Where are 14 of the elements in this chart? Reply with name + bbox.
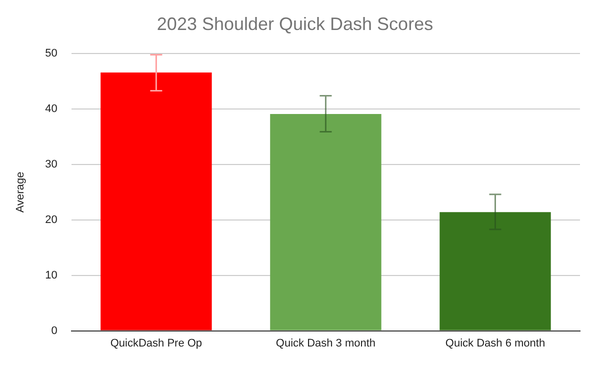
bar — [100, 72, 212, 330]
bar — [440, 212, 551, 330]
y-tick-label: 10 — [45, 269, 58, 282]
bar — [270, 114, 382, 330]
x-tick-label: Quick Dash 6 month — [445, 337, 546, 350]
y-axis-title: Average — [14, 172, 27, 213]
y-tick-label: 50 — [45, 48, 58, 60]
chart-title: 2023 Shoulder Quick Dash Scores — [156, 14, 434, 34]
y-tick-label: 40 — [45, 103, 58, 116]
x-tick-label: QuickDash Pre Op — [110, 337, 202, 350]
y-tick-label: 30 — [45, 158, 58, 171]
y-tick-label: 20 — [45, 214, 58, 226]
y-tick-label: 0 — [51, 324, 58, 337]
x-tick-label: Quick Dash 3 month — [276, 337, 376, 350]
